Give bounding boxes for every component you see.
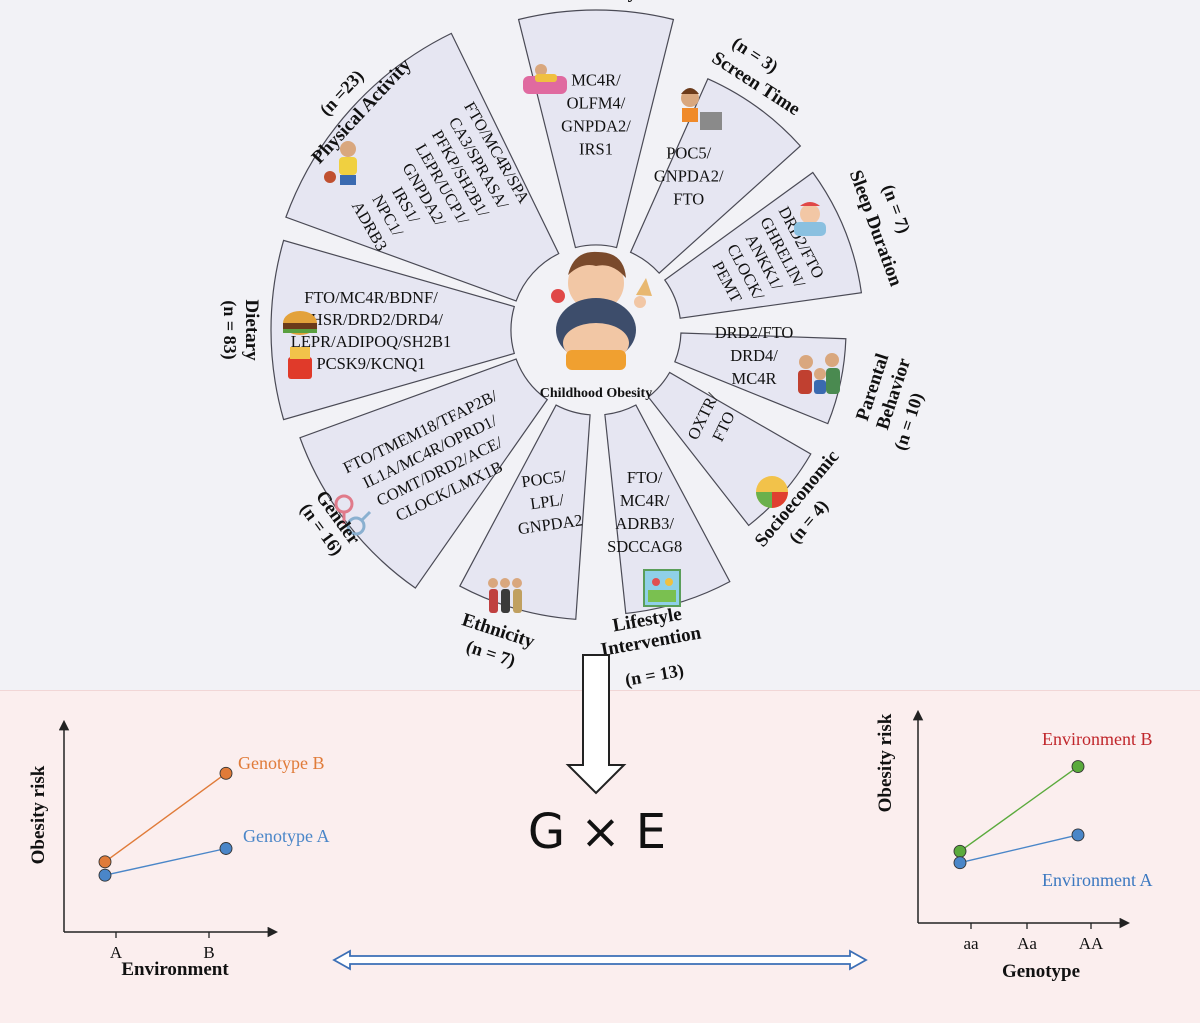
left-chart-series-line [104, 847, 227, 876]
right-chart-data-point [1071, 828, 1085, 842]
right-chart-x-tick-label: aa [963, 934, 979, 953]
left-chart-series-line [104, 772, 227, 863]
right-chart-series-line [959, 834, 1079, 864]
segment-shape-sedentary [517, 9, 675, 249]
segment-parental-behavior: DRD2/FTO DRD4/MC4R [674, 323, 847, 425]
right-chart-series-label: Environment B [1042, 729, 1153, 749]
sleeping-child-icon [794, 202, 826, 236]
right-chart-data-point [953, 856, 967, 870]
gxe-label: G × E [528, 804, 666, 860]
gene-list-screen-time: POC5/GNPDA2/FTO [654, 144, 724, 209]
double-arrow [332, 949, 868, 971]
gene-line: FTO [673, 190, 704, 209]
segment-sleep-duration: DRD2/FTOGHRELIN/ANKK1/CLOCK/PEMT [663, 171, 863, 319]
left-interaction-chart: A B Genotype B Genotype A Obesity risk Env… [28, 719, 329, 980]
right-chart-data-point [953, 844, 967, 858]
child-with-ball-icon [324, 141, 357, 185]
gene-line: FTO/ [627, 468, 663, 487]
gene-line: DRD2/FTO [715, 323, 794, 342]
segment-socioeconomic: OXTR/FTO [647, 371, 812, 527]
segment-shape-lifestyle-intervention [604, 404, 731, 615]
gene-list-ethnicity: POC5/LPL/GNPDA2 [510, 465, 584, 538]
segment-count-lifestyle-intervention: (n = 13) [623, 660, 685, 691]
segment-shape-dietary [270, 239, 516, 421]
gene-line: GHSR/DRD2/DRD4/ [299, 310, 443, 329]
segment-dietary: FTO/MC4R/BDNF/GHSR/DRD2/DRD4/LEPR/ADIPOQ… [270, 239, 516, 421]
obese-child-icon [551, 251, 652, 370]
segment-sedentary: MC4R/OLFM4/GNPDA2/IRS1 [517, 9, 675, 249]
left-chart-series-label: Genotype B [238, 753, 324, 773]
child-with-computer-icon [681, 88, 722, 130]
gene-line: OLFM4/ [567, 94, 626, 113]
gene-list-lifestyle-intervention: FTO/MC4R/ADRB3/SDCCAG8 [607, 468, 682, 556]
right-y-axis-label: Obesity risk [875, 713, 896, 812]
gene-line: SDCCAG8 [607, 537, 682, 556]
gene-list-dietary: FTO/MC4R/BDNF/GHSR/DRD2/DRD4/LEPR/ADIPOQ… [291, 288, 451, 373]
left-chart-series-label: Genotype A [243, 826, 329, 846]
right-x-axis-label: Genotype [1002, 961, 1080, 982]
segment-lifestyle-intervention: FTO/MC4R/ADRB3/SDCCAG8 [604, 404, 731, 615]
gene-line: ADRB3/ [615, 514, 674, 533]
right-chart-x-tick-label: AA [1079, 934, 1104, 953]
left-chart-data-point [219, 766, 233, 780]
center-label: Childhood Obesity [540, 386, 652, 401]
right-chart-x-tick-label: Aa [1017, 934, 1037, 953]
person-on-couch-icon [523, 64, 567, 94]
gene-line: LEPR/ADIPOQ/SH2B1 [291, 332, 451, 351]
segment-ethnicity: POC5/LPL/GNPDA2 [459, 404, 591, 620]
gene-list-parental-behavior: DRD2/FTO DRD4/MC4R [715, 323, 794, 388]
center-child-illustration: Childhood Obesity [540, 251, 652, 401]
segment-shape-ethnicity [459, 404, 591, 620]
segment-title-sedentary: Sedentary [555, 0, 638, 3]
gene-line: MC4R/ [620, 491, 670, 510]
gene-line: MC4R/ [571, 71, 621, 90]
down-arrow [565, 654, 627, 795]
gene-line: MC4R [732, 369, 777, 388]
right-interaction-chart: aa Aa AA Environment B Environment A Obesit… [875, 709, 1153, 982]
gene-line: PCSK9/KCNQ1 [316, 354, 425, 373]
playground-icon [643, 569, 681, 607]
left-chart-x-tick-label: A [110, 943, 123, 962]
segment-title-lifestyle-intervention: LifestyleIntervention [595, 601, 703, 661]
left-y-axis-label: Obesity risk [28, 765, 49, 864]
gene-line: IRS1 [579, 140, 613, 159]
gender-symbols-icon [334, 494, 372, 536]
left-chart-data-point [219, 842, 233, 855]
segment-title-dietary: Dietary [241, 299, 262, 361]
right-chart-series-line [959, 765, 1079, 852]
gene-list-sedentary: MC4R/OLFM4/GNPDA2/IRS1 [561, 71, 631, 159]
gene-line: LPL/ [529, 490, 566, 514]
left-chart-x-tick-label: B [203, 943, 214, 962]
gene-line: GNPDA2/ [561, 117, 631, 136]
gene-line: DRD4/ [730, 346, 778, 365]
segment-shape-physical-activity [285, 32, 560, 302]
family-icon [798, 353, 840, 394]
segment-screen-time: POC5/GNPDA2/FTO [629, 77, 802, 274]
pie-chart-icon [756, 476, 788, 508]
burger-fries-icon [283, 311, 317, 379]
gene-line: POC5/ [666, 144, 711, 163]
segment-shape-screen-time [629, 77, 802, 274]
people-icon [488, 578, 522, 613]
left-chart-data-point [98, 868, 112, 882]
gene-line: FTO/MC4R/BDNF/ [304, 288, 438, 307]
left-x-axis-label: Environment [121, 959, 229, 980]
gene-line: GNPDA2/ [654, 167, 724, 186]
segment-count-dietary: (n = 83) [219, 300, 240, 359]
right-chart-data-point [1071, 760, 1085, 773]
right-chart-series-label: Environment A [1042, 870, 1153, 890]
left-chart-data-point [98, 855, 112, 869]
